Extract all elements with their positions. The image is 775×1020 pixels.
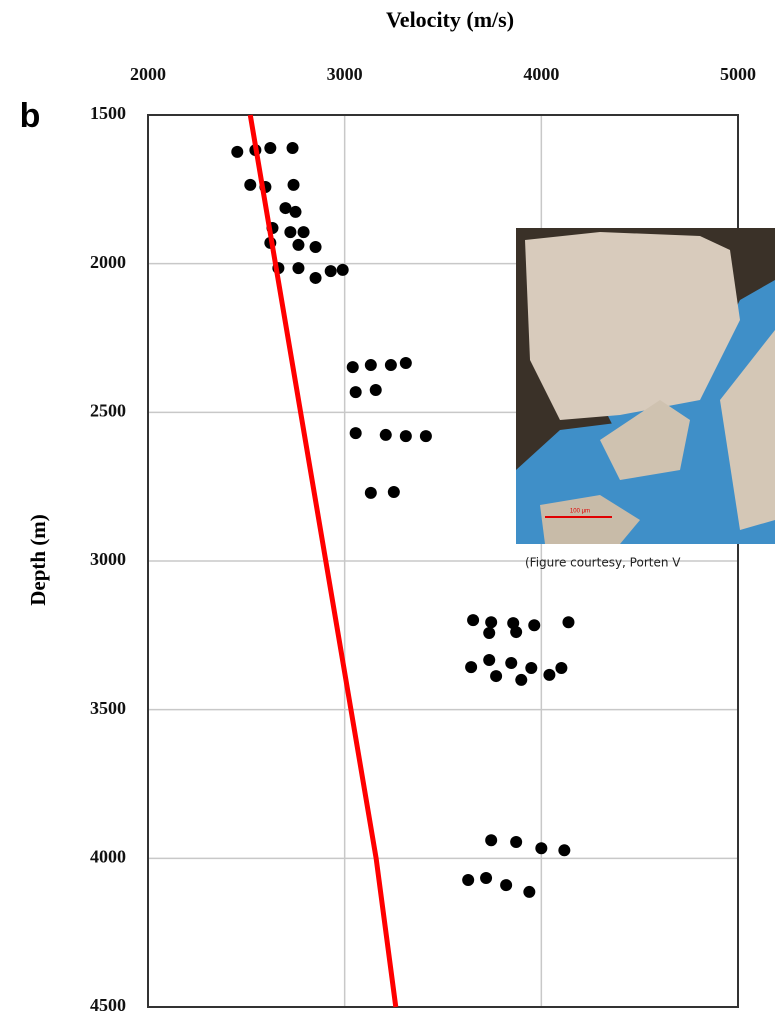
data-point (400, 430, 412, 442)
data-point (288, 179, 300, 191)
data-point (298, 226, 310, 238)
data-point (264, 142, 276, 154)
data-point (515, 674, 527, 686)
data-point (292, 239, 304, 251)
y-tick-label: 4500 (90, 995, 126, 1015)
panel-label: b (20, 97, 41, 135)
data-point (350, 427, 362, 439)
data-point (400, 357, 412, 369)
data-point (365, 487, 377, 499)
x-tick-label: 4000 (523, 64, 559, 84)
y-tick-label: 2000 (90, 252, 126, 272)
data-point (365, 359, 377, 371)
data-point (523, 886, 535, 898)
y-tick-label: 4000 (90, 846, 126, 866)
data-point (284, 226, 296, 238)
data-point (385, 359, 397, 371)
data-point (525, 662, 537, 674)
data-point (244, 179, 256, 191)
data-point (485, 834, 497, 846)
inset-caption: (Figure courtesy, Porten V (525, 556, 681, 570)
scale-bar-label: 100 μm (570, 509, 590, 515)
y-tick-label: 3500 (90, 698, 126, 718)
data-point (287, 142, 299, 154)
x-tick-label: 2000 (130, 64, 166, 84)
data-point (465, 661, 477, 673)
data-point (485, 616, 497, 628)
x-tick-label: 3000 (327, 64, 363, 84)
data-point (483, 627, 495, 639)
data-point (535, 842, 547, 854)
data-point (462, 874, 474, 886)
data-point (290, 206, 302, 218)
data-point (528, 619, 540, 631)
x-tick-label: 5000 (720, 64, 756, 84)
data-point (562, 616, 574, 628)
y-axis-label: Depth (m) (26, 514, 50, 606)
data-point (347, 361, 359, 373)
data-point (325, 265, 337, 277)
chart-title: Velocity (m/s) (386, 7, 514, 32)
data-point (292, 262, 304, 274)
data-point (510, 836, 522, 848)
data-point (231, 146, 243, 158)
data-point (543, 669, 555, 681)
data-point (505, 657, 517, 669)
data-point (480, 872, 492, 884)
data-point (310, 272, 322, 284)
inset-image: 100 μm (516, 228, 775, 544)
data-point (555, 662, 567, 674)
data-point (558, 844, 570, 856)
data-point (370, 384, 382, 396)
data-point (380, 429, 392, 441)
y-tick-label: 2500 (90, 400, 126, 420)
data-point (467, 614, 479, 626)
data-point (510, 626, 522, 638)
data-point (483, 654, 495, 666)
data-point (337, 264, 349, 276)
y-tick-label: 1500 (90, 103, 126, 123)
data-point (310, 241, 322, 253)
data-point (388, 486, 400, 498)
chart: Velocity (m/s) Depth (m) b 100 μm (Figur… (0, 0, 775, 1015)
data-point (490, 670, 502, 682)
y-tick-label: 3000 (90, 549, 126, 569)
data-point (350, 386, 362, 398)
data-point (500, 879, 512, 891)
data-point (420, 430, 432, 442)
